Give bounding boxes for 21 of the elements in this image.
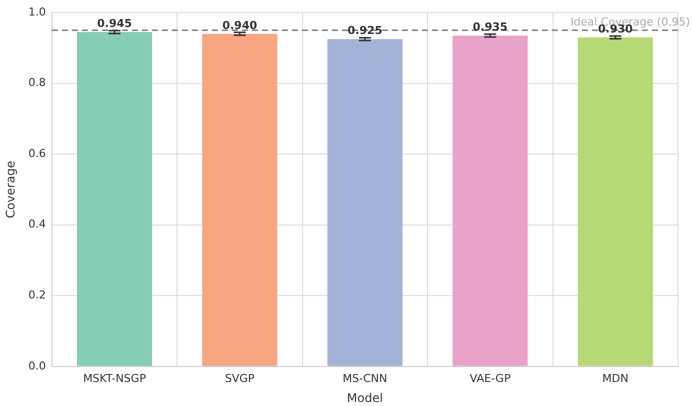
bar: [76, 32, 152, 366]
bar: [578, 37, 653, 366]
x-tick-label: MDN: [602, 372, 628, 385]
data-label: 0.945: [97, 17, 132, 30]
bar: [202, 34, 278, 366]
y-tick-label: 0.6: [28, 146, 46, 160]
x-tick-label: MSKT-NSGP: [83, 372, 146, 385]
y-tick-label: 0.4: [28, 218, 46, 231]
y-axis-title: Coverage: [3, 160, 18, 218]
bar: [327, 39, 403, 366]
y-tick-label: 0.8: [28, 76, 46, 90]
y-tick-label: 0.2: [28, 288, 46, 302]
data-label: 0.925: [348, 24, 382, 38]
x-tick-label: MS-CNN: [342, 372, 388, 385]
x-axis-title: Model: [346, 390, 383, 405]
x-tick-label: SVGP: [224, 372, 255, 385]
y-tick-label: 0.0: [28, 359, 46, 372]
bar: [452, 36, 528, 366]
data-label: 0.940: [222, 18, 258, 32]
x-tick-label: VAE-GP: [470, 372, 511, 385]
y-tick-label: 1.0: [28, 5, 46, 18]
